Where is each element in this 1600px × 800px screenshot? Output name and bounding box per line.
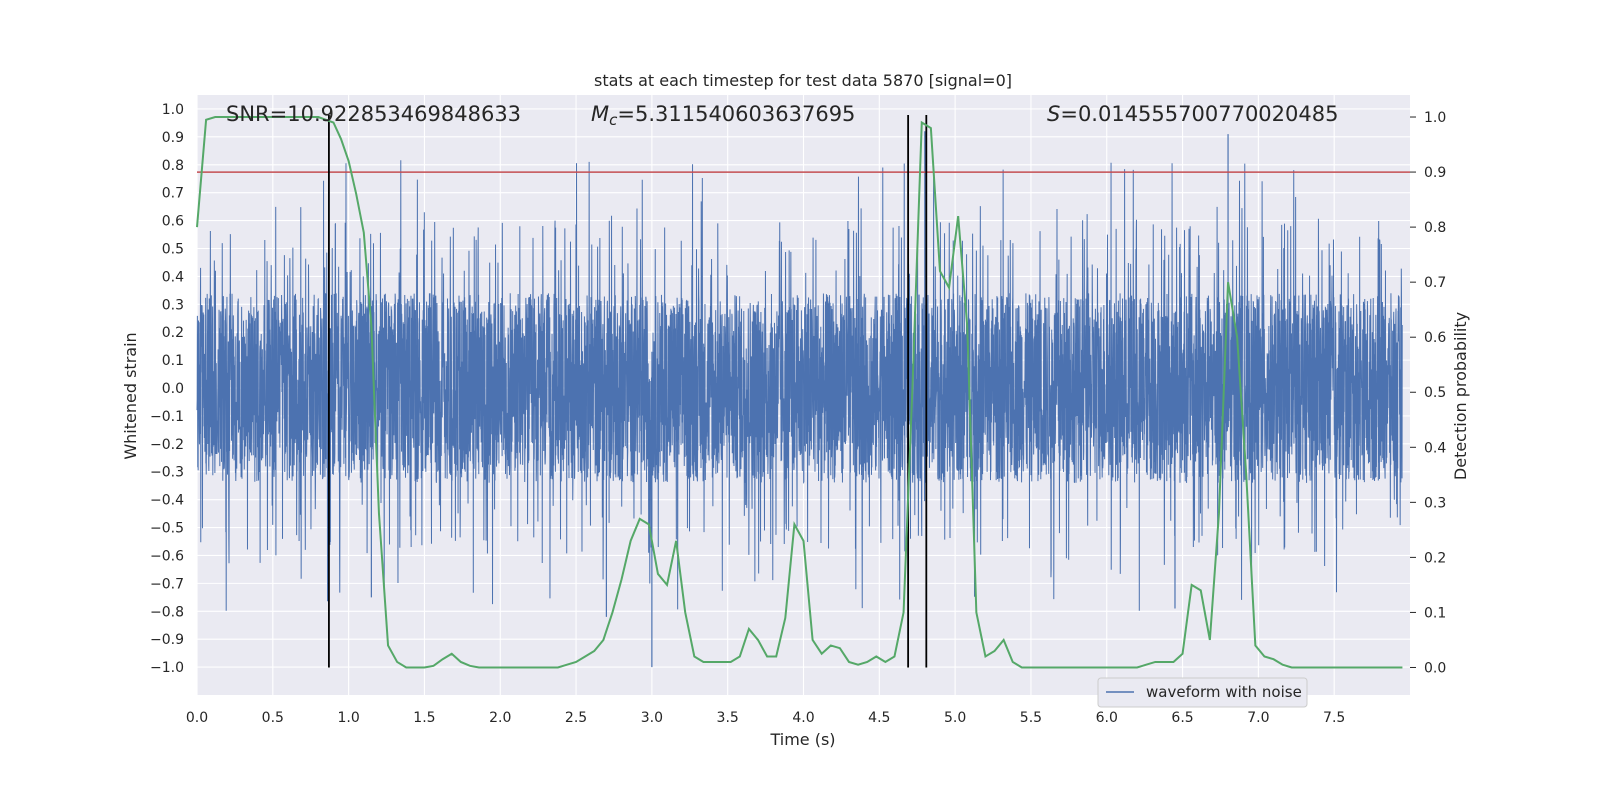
- y-left-tick-14: −0.4: [150, 493, 184, 509]
- legend: waveform with noise: [1097, 677, 1308, 708]
- y-left-tick-13: −0.3: [150, 465, 184, 481]
- x-tick-10: 5.0: [944, 710, 966, 726]
- s-value: =0.014555700770020485: [1060, 102, 1338, 126]
- y-left-tick-10: 0.0: [162, 381, 184, 397]
- chirp-mass-symbol: M: [591, 102, 609, 126]
- x-tick-3: 1.5: [413, 710, 435, 726]
- chirp-mass-value: =5.311540603637695: [617, 102, 855, 126]
- y-left-tick-2: 0.8: [162, 158, 184, 174]
- y-left-tick-9: 0.1: [162, 353, 184, 369]
- y-right-tick-8: 0.2: [1424, 550, 1446, 566]
- y-left-tick-18: −0.8: [150, 604, 184, 620]
- y-left-tick-12: −0.2: [150, 437, 184, 453]
- legend-label: waveform with noise: [1146, 683, 1302, 701]
- y-right-ticks: 1.0 0.9 0.8 0.7 0.6 0.5 0.4 0.3 0.2 0.1 0.0: [1410, 110, 1446, 676]
- chirp-mass-subscript: c: [609, 111, 618, 129]
- y-right-tick-0: 1.0: [1424, 110, 1446, 126]
- y-left-tick-8: 0.2: [162, 325, 184, 341]
- x-axis-ticks: 0.0 0.5 1.0 1.5 2.0 2.5 3.0 3.5 4.0 4.5 5.0 5.5 6.0 6…: [186, 710, 1345, 726]
- y-right-tick-3: 0.7: [1424, 275, 1446, 291]
- x-tick-14: 7.0: [1247, 710, 1269, 726]
- y-left-tick-20: −1.0: [150, 660, 184, 676]
- y-right-axis-label: Detection probability: [1451, 312, 1470, 480]
- y-left-tick-19: −0.9: [150, 632, 184, 648]
- waveform-line: [196, 160, 1403, 611]
- chirp-mass-annotation: Mc=5.311540603637695: [591, 102, 855, 129]
- y-left-tick-17: −0.7: [150, 576, 184, 592]
- y-left-tick-5: 0.5: [162, 241, 184, 257]
- x-tick-12: 6.0: [1096, 710, 1118, 726]
- y-right-tick-6: 0.4: [1424, 440, 1446, 456]
- x-tick-13: 6.5: [1171, 710, 1193, 726]
- x-tick-6: 3.0: [641, 710, 663, 726]
- y-left-tick-4: 0.6: [162, 214, 184, 230]
- y-left-tick-0: 1.0: [162, 102, 184, 118]
- snr-annotation: SNR=10.922853469848633: [226, 102, 521, 126]
- y-left-tick-11: −0.1: [150, 409, 184, 425]
- y-left-tick-3: 0.7: [162, 186, 184, 202]
- y-right-tick-10: 0.0: [1424, 660, 1446, 676]
- x-tick-11: 5.5: [1020, 710, 1042, 726]
- y-right-tick-2: 0.8: [1424, 220, 1446, 236]
- probability-series: [196, 116, 1403, 669]
- y-right-tick-4: 0.6: [1424, 330, 1446, 346]
- x-tick-5: 2.5: [565, 710, 587, 726]
- y-right-tick-7: 0.3: [1424, 495, 1446, 511]
- chart-title: stats at each timestep for test data 587…: [594, 71, 1012, 90]
- probability-line: [196, 116, 1403, 669]
- x-tick-2: 1.0: [337, 710, 359, 726]
- x-tick-7: 3.5: [717, 710, 739, 726]
- y-left-tick-7: 0.3: [162, 297, 184, 313]
- legend-box: [1097, 677, 1308, 708]
- marker-lines: [328, 115, 928, 668]
- y-left-tick-6: 0.4: [162, 269, 184, 285]
- y-right-tick-9: 0.1: [1424, 605, 1446, 621]
- s-annotation: S=0.014555700770020485: [1047, 102, 1338, 126]
- x-tick-9: 4.5: [868, 710, 890, 726]
- y-left-axis-label: Whitened strain: [121, 332, 140, 459]
- waveform-series: [196, 131, 1403, 668]
- s-symbol: S: [1047, 102, 1060, 126]
- x-axis-label: Time (s): [769, 730, 835, 749]
- y-right-tick-1: 0.9: [1424, 165, 1446, 181]
- x-tick-4: 2.0: [489, 710, 511, 726]
- x-tick-15: 7.5: [1323, 710, 1345, 726]
- x-tick-8: 4.0: [792, 710, 814, 726]
- y-left-tick-15: −0.5: [150, 521, 184, 537]
- y-left-tick-16: −0.6: [150, 548, 184, 564]
- x-tick-1: 0.5: [262, 710, 284, 726]
- y-left-ticks: 1.0 0.9 0.8 0.7 0.6 0.5 0.4 0.3 0.2 0.1 0.0 −0.1 −0.…: [150, 102, 184, 676]
- x-tick-0: 0.0: [186, 710, 208, 726]
- y-right-tick-5: 0.5: [1424, 385, 1446, 401]
- y-left-tick-1: 0.9: [162, 130, 184, 146]
